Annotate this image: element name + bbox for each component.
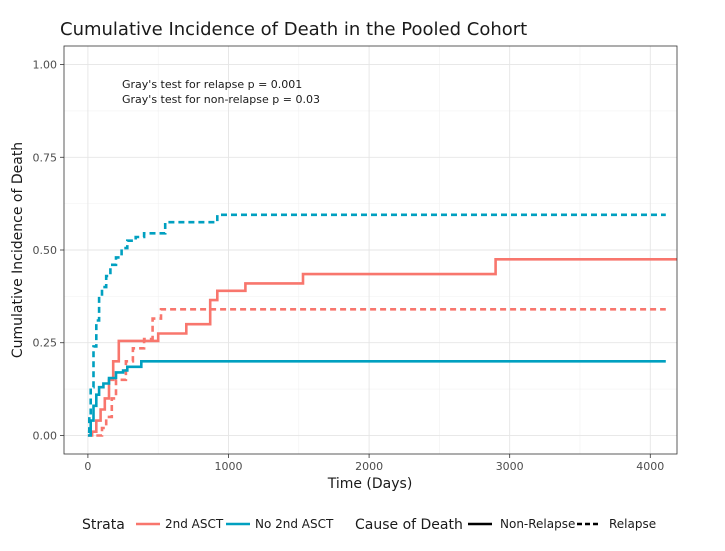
legend-label-2nd-asct: 2nd ASCT (165, 517, 224, 531)
y-tick-label: 0.25 (33, 337, 58, 350)
series-layer (87, 213, 677, 437)
y-axis-title: Cumulative Incidence of Death (10, 142, 26, 358)
y-tick-label: 0.50 (33, 244, 58, 257)
x-tick-label: 4000 (636, 460, 664, 473)
series-no-2nd-asct-relapse (87, 213, 666, 433)
legend-label-non-relapse: Non-Relapse (500, 517, 575, 531)
chart-title: Cumulative Incidence of Death in the Poo… (60, 19, 527, 40)
y-tick-label: 0.75 (33, 151, 58, 164)
x-tick-label: 0 (84, 460, 91, 473)
series-no-2nd-asct-non-relapse (87, 360, 666, 437)
y-tick-label: 0.00 (33, 429, 58, 442)
legend: Strata 2nd ASCT No 2nd ASCT Cause of Dea… (82, 517, 656, 533)
legend-label-no-2nd-asct: No 2nd ASCT (255, 517, 334, 531)
legend-cause-title: Cause of Death (355, 517, 463, 533)
x-tick-label: 1000 (214, 460, 242, 473)
x-tick-label: 2000 (355, 460, 383, 473)
annotation-non-relapse-test: Gray's test for non-relapse p = 0.03 (122, 93, 320, 106)
series-2nd-asct-non-relapse (87, 258, 677, 437)
legend-strata-title: Strata (82, 517, 125, 533)
y-tick-label: 1.00 (33, 59, 58, 72)
x-axis-title: Time (Days) (327, 476, 413, 492)
grid-major (64, 46, 677, 454)
annotation-relapse-test: Gray's test for relapse p = 0.001 (122, 78, 302, 91)
legend-label-relapse: Relapse (609, 517, 656, 531)
y-axis-ticks: 0.00 0.25 0.50 0.75 1.00 (33, 59, 64, 442)
x-axis-ticks: 0 1000 2000 3000 4000 (84, 454, 664, 473)
x-tick-label: 3000 (496, 460, 524, 473)
plot-area: Gray's test for relapse p = 0.001 Gray's… (63, 45, 678, 455)
